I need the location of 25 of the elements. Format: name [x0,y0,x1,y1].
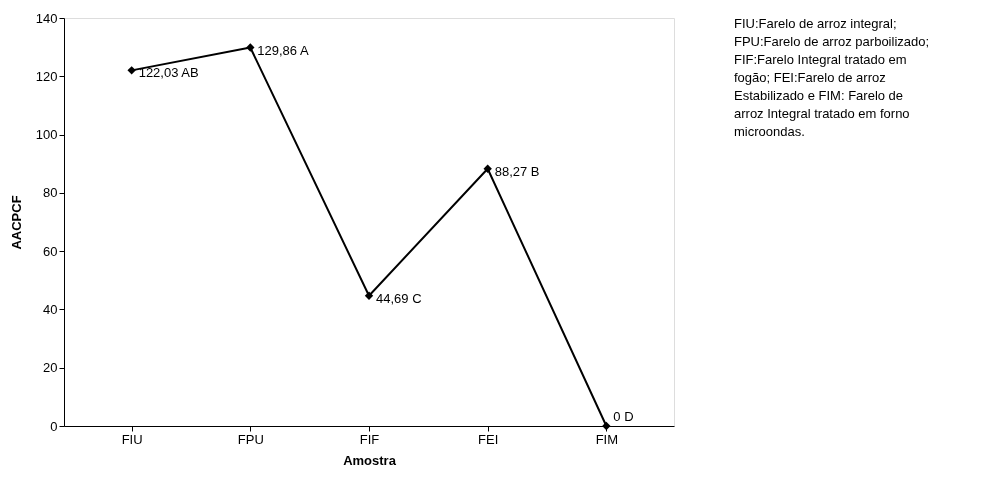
x-tick-label: FPU [237,431,264,447]
y-tick-label: 100 [35,127,58,143]
x-axis-title: Amostra [343,452,397,468]
x-tick-label: FIF [359,431,380,447]
y-tick-label: 40 [43,301,58,317]
data-label: 88,27 B [494,163,540,179]
y-tick-label: 0 [50,418,58,434]
y-axis-title: AACPCF [8,195,24,250]
point [127,66,136,75]
data-label: 0 D [613,409,634,424]
x-tick-label: FIM [595,431,619,447]
data-label: 129,86 A [257,42,309,58]
point [483,164,492,173]
data-label: 44,69 C [376,290,422,306]
y-tick-label: 20 [43,360,58,376]
point [364,291,374,300]
y-tick-label: 60 [43,243,58,259]
point [246,43,255,52]
y-tick-label: 140 [35,10,58,26]
x-tick-label: FEI [478,431,499,447]
y-tick-label: 80 [43,185,58,201]
x-tick-label: FIU [121,431,143,447]
text: FIU:Farelo de arroz integral; FPU:Farelo de arroz parboilizado; FIF:Farelo Integral tratado em fogão; FEI:Farelo de arroz Estabilizado e FIM: Farelo de arroz Integral tratado em forno microondas. [734,16,930,139]
data-label: 122,03 AB [138,65,199,81]
y-tick-label: 120 [35,68,58,84]
